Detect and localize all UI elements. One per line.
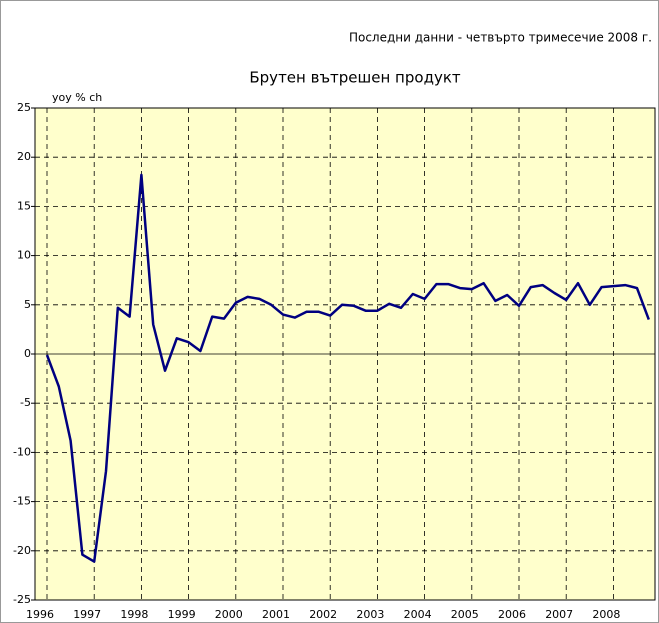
x-tick-label: 1999 — [168, 608, 196, 621]
x-tick-label: 2002 — [309, 608, 337, 621]
note: Последни данни - четвърто тримесечие 200… — [349, 31, 652, 45]
x-tick-label: 2008 — [592, 608, 620, 621]
y-tick-label: 20 — [17, 150, 31, 163]
y-tick-label: 25 — [17, 101, 31, 114]
x-tick-label: 2007 — [545, 608, 573, 621]
data-line — [45, 173, 650, 563]
x-tick-label: 2005 — [451, 608, 479, 621]
y-tick-label: -5 — [20, 396, 31, 409]
x-tick-label: 2001 — [262, 608, 290, 621]
y-tick-label: -15 — [13, 495, 31, 508]
y-tick-label: -20 — [13, 544, 31, 557]
x-tick-label: 2003 — [356, 608, 384, 621]
x-tick-label: 1998 — [120, 608, 148, 621]
y-tick-label: 15 — [17, 199, 31, 212]
y-axis-label: yoy % ch — [52, 91, 102, 104]
x-tick-label: 2006 — [498, 608, 526, 621]
chart-title: Брутен вътрешен продукт — [249, 69, 461, 87]
x-tick-label: 1997 — [73, 608, 101, 621]
y-tick-label: -25 — [13, 593, 31, 606]
x-tick-label: 2000 — [215, 608, 243, 621]
y-tick-label: 0 — [24, 347, 31, 360]
y-tick-label: -10 — [13, 445, 31, 458]
y-tick-label: 10 — [17, 249, 31, 262]
x-tick-label: 2004 — [404, 608, 432, 621]
x-tick-label: 1996 — [26, 608, 54, 621]
y-tick-label: 5 — [24, 298, 31, 311]
